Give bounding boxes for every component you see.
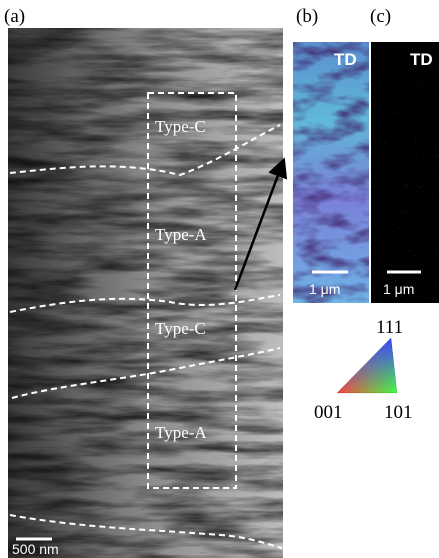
scale-label: 1 μm [383,281,414,297]
ipf-label: 001 [314,402,343,423]
panel-label: (a) [4,6,25,27]
phase-specks [371,42,439,303]
panel-label: (c) [370,6,391,27]
ipf-label: 111 [376,317,403,338]
region-label: Type-C [155,117,206,136]
panel-label: (b) [296,6,318,27]
direction-label: TD [410,50,433,69]
figure: (a) Type-C Type-A Type-C Type-A 500 nm (… [0,0,439,558]
region-label: Type-A [155,423,207,442]
tem-texture [8,28,283,558]
ebsd-texture [293,42,369,303]
region-label: Type-A [155,225,207,244]
ipf-label: 101 [384,402,413,423]
scale-label: 500 nm [12,541,59,557]
ipf-outline [337,338,397,393]
scale-label: 1 μm [309,281,340,297]
direction-label: TD [334,50,357,69]
region-label: Type-C [155,319,206,338]
